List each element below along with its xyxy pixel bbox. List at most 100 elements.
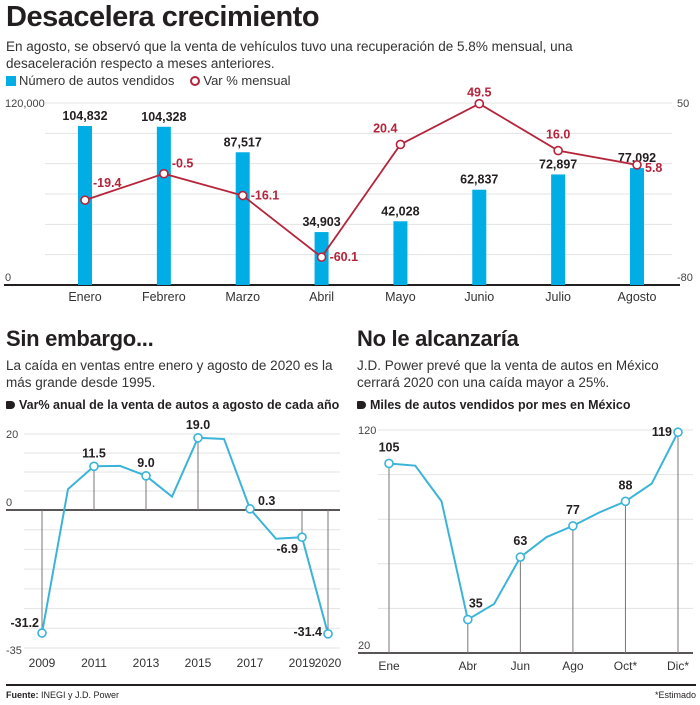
line-value-label: -16.1 [251,189,280,203]
x-tick-label: 2009 [29,656,56,670]
caption-bullet-icon [6,401,15,409]
section3-title: No le alcanzaría [357,326,519,351]
chart1-legend: Número de autos vendidos Var % mensual [6,73,291,88]
chart-monthly-sales: 120,000 0 50 -80 Enero Febrero Marzo Abril Mayo J… [4,86,693,304]
bar [393,221,408,285]
line-point [395,139,406,150]
bar [156,126,171,286]
x-tick-label: 2015 [185,656,212,670]
x-tick-label: Agosto [618,290,657,304]
footer-note: *Estimado [654,690,696,700]
line-series-annual [41,436,329,635]
point-value-label: -31.4 [294,625,323,639]
line-point [80,195,90,205]
x-tick-label: Marzo [225,290,260,304]
x-tick-label: Dic* [667,659,689,673]
bar [630,168,644,285]
point-value-label: 119 [652,425,672,439]
point-value-label: 0.3 [258,494,275,508]
chart-annual-variation: 20 0 -35 -31.2 11.5 9.0 19.0 0.3 -6.9 -31.4 2009 20… [6,418,342,670]
x-tick-label: 2017 [237,656,264,670]
line-point [89,461,99,472]
bar-value-label: 72,897 [539,157,577,171]
point-value-label: 11.5 [82,446,106,460]
point-value-label: 105 [379,440,400,454]
x-tick-label: Junio [464,290,494,304]
page-title: Desacelera crecimiento [6,1,320,33]
line-point [384,458,394,469]
x-tick-label: Ene [378,659,400,673]
line-value-label: 20.4 [373,121,397,135]
bar-value-label: 62,837 [460,173,498,187]
x-tick-label: Mayo [385,290,416,304]
y-tick-label: 20 [358,640,370,652]
line-point [237,190,248,201]
chart-monthly-thousands: 120 20 105 35 63 77 88 119 Ene Abr Jun Ago Oct* Dic* [358,425,693,673]
section2-text: La caída en ventas entre enero y agosto … [6,358,333,390]
point-value-label: 88 [619,478,633,492]
left-axis-tick: 0 [5,272,11,284]
line-point [474,98,485,109]
line-point [245,504,255,514]
bar-legend-label: Número de autos vendidos [19,73,175,88]
section2-caption-text: Var% anual de la venta de autos a agosto… [19,398,340,412]
caption-bullet-icon [357,401,366,409]
point-value-label: 19.0 [186,418,210,432]
x-tick-label: 2013 [133,656,160,670]
x-tick-label: 2011 [81,656,107,670]
bar [472,189,487,285]
line-value-label: 49.5 [467,86,491,100]
source-text: INEGI y J.D. Power [41,690,120,700]
bar-legend-swatch-icon [6,75,16,86]
bar-value-label: 104,328 [141,110,186,124]
x-tick-label: Julio [545,290,571,304]
bar-value-label: 34,903 [302,215,340,229]
right-axis-tick: -80 [677,272,693,284]
left-axis-tick: 120,000 [5,98,45,110]
line-point [37,628,47,638]
x-tick-label: Jun [511,659,530,673]
y-tick-label: 0 [6,497,12,509]
line-value-label: 5.8 [645,161,662,175]
bar [78,126,92,286]
source-label: Fuente: [6,690,39,700]
line-point [193,432,203,443]
line-series-monthly [388,431,679,622]
section3-caption-text: Miles de autos vendidos por mes en Méxic… [370,398,631,412]
line-point [141,470,151,481]
point-value-label: -6.9 [276,542,298,556]
line-point [568,521,578,531]
line-point [463,614,473,625]
section3-text: J.D. Power prevé que la venta de autos e… [357,358,659,390]
x-tick-label: 2020 [315,656,342,670]
page-subtitle: En agosto, se observó que la venta de ve… [6,39,573,71]
line-value-label: -60.1 [330,250,359,264]
x-tick-label: Febrero [142,290,186,304]
line-value-label: -0.5 [172,157,194,171]
x-tick-label: Abril [309,290,334,304]
line-point [159,168,169,179]
point-value-label: 77 [566,503,580,517]
line-value-label: 16.0 [546,128,570,142]
line-point [316,252,327,262]
line-point [553,145,563,156]
bar [235,152,250,285]
line-point [515,552,526,562]
bar-value-label: 42,028 [381,204,419,218]
point-value-label: -31.2 [11,616,40,630]
x-tick-label: Abr [458,659,477,673]
line-legend-marker-icon [190,75,201,86]
line-point [620,496,631,507]
y-tick-label: 120 [358,425,376,437]
line-point [673,427,683,438]
section2-title: Sin embargo... [6,326,154,351]
section3-caption: Miles de autos vendidos por mes en Méxic… [357,398,631,412]
bar-value-label: 104,832 [62,109,107,123]
x-tick-label: 2019 [289,656,316,670]
point-value-label: 63 [513,534,527,548]
bar-value-label: 77,092 [618,151,656,165]
line-point [632,160,642,170]
point-value-label: 35 [469,597,483,611]
bar [551,174,566,285]
